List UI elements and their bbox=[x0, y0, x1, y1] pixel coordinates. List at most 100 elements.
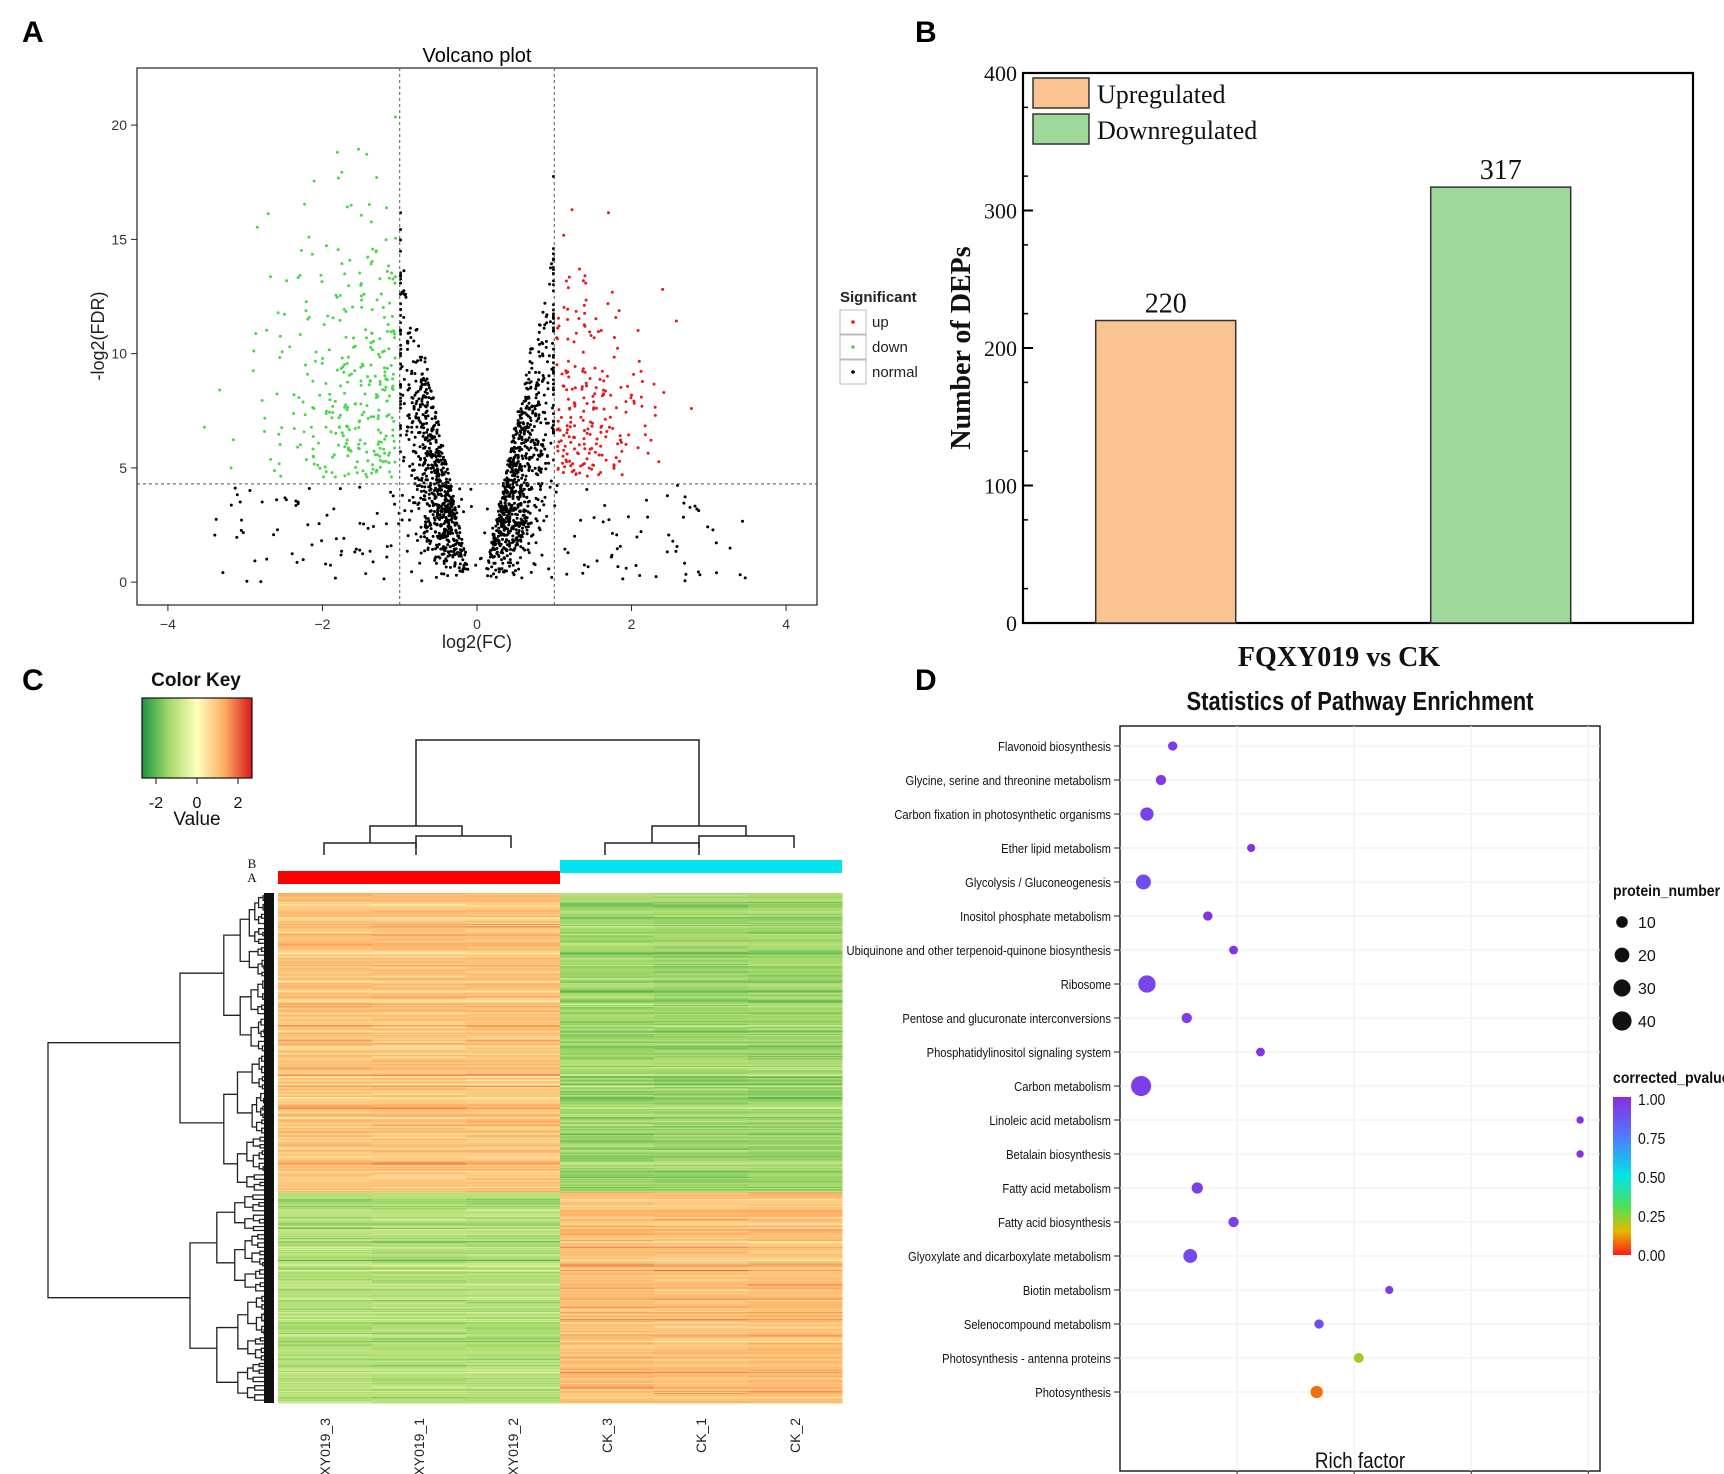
volcano-point-normal bbox=[582, 563, 586, 567]
heatmap-cell bbox=[654, 907, 749, 909]
volcano-point-normal bbox=[399, 406, 402, 410]
heatmap-cell bbox=[560, 1034, 655, 1037]
heatmap-cell bbox=[748, 910, 843, 913]
heatmap-cell bbox=[278, 1203, 373, 1205]
heatmap-cell bbox=[466, 950, 561, 953]
heatmap-cell bbox=[748, 1361, 843, 1364]
heatmap-cell bbox=[466, 1248, 561, 1251]
heatmap-cell bbox=[654, 1236, 749, 1239]
volcano-point-up bbox=[565, 388, 569, 392]
heatmap-cell bbox=[748, 1116, 843, 1119]
heatmap-cell bbox=[466, 959, 561, 962]
heatmap-cell bbox=[560, 972, 655, 975]
heatmap-cell bbox=[466, 988, 561, 990]
heatmap-cell bbox=[654, 1247, 749, 1250]
volcano-point-normal bbox=[366, 526, 370, 530]
heatmap-cell bbox=[748, 1180, 843, 1182]
volcano-point-normal bbox=[545, 313, 549, 317]
volcano-point-normal bbox=[440, 451, 444, 455]
heatmap-cell bbox=[748, 1330, 843, 1333]
heatmap-cell bbox=[278, 1156, 373, 1159]
heatmap-cell bbox=[466, 1234, 561, 1236]
volcano-point-up bbox=[570, 208, 574, 212]
heatmap-cell bbox=[748, 1305, 843, 1307]
volcano-point-normal bbox=[503, 556, 507, 560]
heatmap-cell bbox=[748, 992, 843, 995]
heatmap-cell bbox=[748, 1024, 843, 1027]
heatmap-cell bbox=[654, 1204, 749, 1207]
heatmap-cell bbox=[372, 1105, 467, 1108]
heatmap-cell bbox=[560, 1029, 655, 1031]
volcano-point-normal bbox=[675, 545, 679, 548]
volcano-point-down bbox=[357, 420, 361, 424]
heatmap-cell bbox=[466, 970, 561, 973]
heatmap-cell bbox=[466, 1277, 561, 1280]
heatmap-cell bbox=[560, 1348, 655, 1351]
volcano-point-normal bbox=[419, 496, 423, 500]
heatmap-cell bbox=[654, 902, 749, 905]
x-tick-label: 0 bbox=[473, 616, 481, 632]
heatmap-cell bbox=[654, 1126, 749, 1129]
volcano-point-normal bbox=[610, 553, 614, 557]
heatmap-cell bbox=[654, 970, 749, 973]
volcano-point-normal bbox=[241, 531, 245, 535]
heatmap-cell bbox=[560, 1052, 655, 1055]
heatmap-cell bbox=[372, 1202, 467, 1204]
heatmap-cell bbox=[748, 897, 843, 899]
heatmap-cell bbox=[466, 936, 561, 938]
heatmap-cell bbox=[654, 1020, 749, 1023]
volcano-point-normal bbox=[538, 342, 541, 346]
heatmap-cell bbox=[654, 1135, 749, 1138]
heatmap-cell bbox=[372, 1115, 467, 1118]
volcano-point-down bbox=[385, 206, 388, 210]
volcano-point-normal bbox=[646, 515, 650, 519]
heatmap-cell bbox=[654, 1089, 749, 1091]
heatmap-cell bbox=[654, 1104, 749, 1107]
volcano-point-normal bbox=[549, 441, 553, 445]
volcano-point-normal bbox=[408, 386, 411, 390]
heatmap-cell bbox=[466, 1104, 561, 1107]
heatmap-cell bbox=[466, 1167, 561, 1170]
volcano-point-down bbox=[304, 309, 308, 313]
volcano-point-normal bbox=[441, 552, 445, 556]
heatmap-cell bbox=[466, 962, 561, 965]
heatmap-cell bbox=[278, 999, 373, 1001]
volcano-point-up bbox=[592, 400, 596, 404]
volcano-point-normal bbox=[431, 406, 435, 410]
heatmap-cell bbox=[278, 909, 373, 912]
heatmap-cell bbox=[654, 955, 749, 957]
volcano-point-down bbox=[391, 372, 395, 376]
heatmap-cell bbox=[560, 1172, 655, 1174]
heatmap-cell bbox=[466, 1093, 561, 1096]
volcano-point-normal bbox=[229, 503, 233, 507]
heatmap-cell bbox=[278, 1316, 373, 1319]
volcano-point-normal bbox=[425, 421, 429, 425]
heatmap-cell bbox=[748, 1145, 843, 1148]
heatmap-cell bbox=[654, 1108, 749, 1110]
volcano-point-normal bbox=[417, 397, 421, 401]
heatmap-cell bbox=[748, 1191, 843, 1193]
heatmap-cell bbox=[560, 1291, 655, 1293]
heatmap-cell bbox=[654, 966, 749, 968]
heatmap-cell bbox=[372, 1195, 467, 1198]
heatmap-cell bbox=[466, 1339, 561, 1342]
heatmap-cell bbox=[372, 1381, 467, 1384]
heatmap-cell bbox=[466, 1106, 561, 1109]
heatmap-cell bbox=[466, 904, 561, 906]
heatmap-cell bbox=[654, 1098, 749, 1100]
heatmap-cell bbox=[560, 1140, 655, 1142]
heatmap-cell bbox=[560, 983, 655, 986]
volcano-point-down bbox=[391, 434, 395, 438]
heatmap-cell bbox=[560, 1088, 655, 1090]
heatmap-cell bbox=[278, 956, 373, 958]
heatmap-cell bbox=[466, 1028, 561, 1030]
volcano-point-normal bbox=[494, 524, 498, 528]
volcano-point-normal bbox=[531, 438, 535, 442]
heatmap-cell bbox=[372, 1266, 467, 1269]
heatmap-cell bbox=[466, 1006, 561, 1008]
heatmap-cell bbox=[372, 1041, 467, 1044]
heatmap-cell bbox=[466, 1305, 561, 1307]
heatmap-cell bbox=[654, 1207, 749, 1210]
volcano-point-normal bbox=[399, 281, 402, 285]
heatmap-cell bbox=[654, 1143, 749, 1146]
